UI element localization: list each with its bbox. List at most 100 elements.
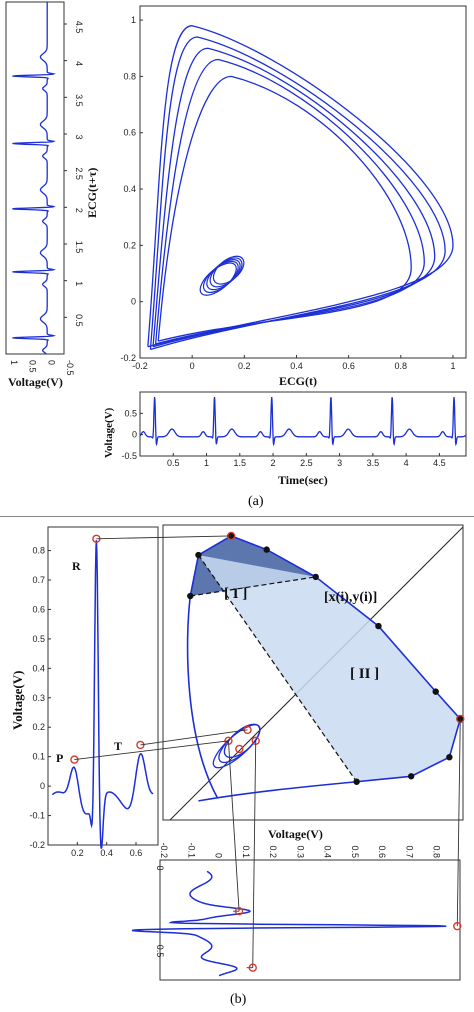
b-rot-top-tick-label: 0.8 — [432, 845, 442, 858]
a-left-ytick-label: 4 — [74, 61, 84, 66]
a-phase-inner-loop — [212, 255, 245, 285]
a-left-ytick-label: 2.5 — [74, 167, 84, 180]
a-left-ytick-label: 0.5 — [74, 314, 84, 327]
b-guide-lines — [74, 535, 461, 969]
a-phase-ytick-label: 0.8 — [123, 71, 136, 81]
a-bottom-xtick-label: 3.5 — [367, 458, 380, 468]
a-phase-loops — [147, 25, 454, 351]
a-phase-loop — [157, 75, 412, 342]
b-guide-line — [96, 535, 232, 540]
a-phase-loop — [152, 47, 436, 348]
b-phase-boundary-point — [432, 688, 439, 695]
b-beat-ticks: -0.2 -0.1 0 0.1 0.2 0.3 0.4 0.5 0.6 0.7 0.8 0.2 0.4 0… — [29, 546, 142, 858]
b-beat-ytick-label: 0.3 — [32, 693, 45, 703]
b-rot-marker — [248, 963, 257, 972]
b-beat-ytick-label: 0 — [40, 781, 45, 791]
b-beat-marker-T — [136, 740, 145, 750]
panel-a: 0.5 1 1.5 2 2.5 3 3.5 4 4.5 1 0.5 0 -0.5 Voltage(V)… — [5, 1, 467, 509]
b-beat-xtick-label: 0.6 — [130, 848, 143, 858]
b-beat-ytick-label: 0.1 — [32, 752, 45, 762]
a-bottom-xlabel: Time(sec) — [278, 473, 328, 487]
b-phase-frame — [162, 524, 464, 821]
b-left-ylabel: Voltage(V) — [10, 671, 25, 730]
b-beat-ytick-label: 0.6 — [32, 604, 45, 614]
region-I-label: [ I ] — [224, 586, 247, 602]
a-left-xtick-label: 1 — [9, 360, 19, 365]
wave-P-label: P — [56, 751, 63, 765]
b-rot-markers — [234, 907, 462, 972]
b-rot-top-tick-label: 0 — [214, 853, 224, 858]
a-bottom-ytick-label: 0.5 — [124, 408, 137, 418]
b-beat-ytick-label: 0.5 — [32, 634, 45, 644]
a-phase-ytick-label: -0.2 — [120, 353, 136, 363]
b-phase-loop-marker — [235, 744, 244, 754]
b-rot-top-tick-label: 0.1 — [241, 845, 251, 858]
b-dashed-chord-2 — [197, 554, 358, 783]
b-phase-boundary-point — [446, 753, 453, 761]
b-beat-ytick-label: 0.4 — [32, 663, 45, 673]
b-phase-boundary-point — [263, 546, 270, 553]
panel-divider — [0, 516, 474, 517]
wave-T-label: T — [114, 739, 122, 753]
b-phase-boundary-point — [312, 573, 319, 581]
a-left-yticks: 0.5 1 1.5 2 2.5 3 3.5 4 4.5 — [64, 21, 84, 327]
a-bottom-trace — [139, 397, 467, 447]
a-left-frame — [5, 1, 65, 355]
b-rot-frame — [159, 859, 461, 981]
b-guide-line — [74, 740, 229, 761]
a-bottom-xtick-label: 1.5 — [234, 458, 247, 468]
b-dashed-chord-1 — [190, 576, 316, 597]
a-phase-ytick-label: 0 — [131, 297, 136, 307]
b-rot-top-tick-label: 0.6 — [377, 845, 387, 858]
a-left-xlabel: Voltage(V) — [8, 375, 63, 389]
point-xy-label: [x(i),y(i)] — [324, 590, 377, 605]
b-guide-line — [140, 729, 248, 746]
caption-b: (b) — [230, 992, 247, 1007]
a-phase-xtick-label: 0 — [190, 361, 195, 371]
a-bottom-xtick-label: 4 — [404, 458, 409, 468]
wave-R-label: R — [72, 559, 81, 573]
a-left-strip: 0.5 1 1.5 2 2.5 3 3.5 4 4.5 1 0.5 0 -0.5 Voltage(V) — [5, 1, 84, 389]
b-rot-top-tick-label: 0.7 — [404, 845, 414, 858]
b-rot-marker — [234, 907, 244, 916]
a-bottom-ylabel: Voltage(V) — [103, 407, 115, 458]
b-rot-top-tick-label: 0.5 — [350, 845, 360, 858]
b-beat-xtick-label: 0.4 — [100, 848, 113, 858]
a-left-ytick-label: 1.5 — [74, 241, 84, 254]
a-bottom-xtick-label: 2.5 — [300, 458, 313, 468]
a-phase-ytick-label: 1 — [131, 15, 136, 25]
region-II-label: [ II ] — [350, 666, 379, 682]
b-beat-plot: -0.2 -0.1 0 0.1 0.2 0.3 0.4 0.5 0.6 0.7 0.8 0.2 0.4 0… — [10, 526, 159, 858]
b-beat-ytick-label: 0.7 — [32, 575, 45, 585]
a-bottom-ticks: 0.5 1 1.5 2 2.5 3 3.5 4 4.5 -0.5 0 0.5 — [121, 408, 445, 468]
a-bottom-ytick-label: 0 — [132, 430, 137, 440]
b-guide-line — [252, 740, 257, 968]
a-bottom-xtick-label: 4.5 — [433, 458, 446, 468]
b-beat-markers — [70, 534, 145, 764]
a-phase-loop — [155, 58, 425, 345]
a-phase-ytick-label: 0.4 — [123, 184, 136, 194]
a-phase-frame — [139, 5, 467, 359]
b-phase-boundary-point — [375, 622, 382, 630]
caption-a: (a) — [248, 494, 264, 509]
a-left-ytick-label: 3 — [74, 134, 84, 139]
a-phase-xtick-label: 0.4 — [290, 361, 303, 371]
a-phase-ytick-label: 0.2 — [123, 240, 136, 250]
a-left-xticks: 1 0.5 0 -0.5 — [9, 360, 75, 376]
b-right-xlabel: Voltage(V) — [268, 827, 323, 841]
b-rot-top-tick-label: 0.4 — [323, 845, 333, 858]
a-phase-ytick-label: 0.6 — [123, 128, 136, 138]
b-rot-top-tick-label: -0.1 — [186, 842, 196, 858]
b-rot-top-tick-label: 0.3 — [295, 845, 305, 858]
b-beat-ytick-label: 0.8 — [32, 546, 45, 556]
a-bottom-xtick-label: 0.5 — [167, 458, 180, 468]
a-phase-ticks: -0.2 0 0.2 0.4 0.6 0.8 1 -0.2 0 0.2 0.4 0.6 0.8 1 — [120, 15, 455, 371]
b-phase-small-loop — [223, 723, 261, 758]
b-rot-ytick-label: 0.5 — [155, 945, 165, 958]
b-phase-boundary-point — [195, 551, 202, 559]
b-phase-boundary-point — [407, 773, 415, 780]
a-bottom-xtick-label: 2 — [271, 458, 276, 468]
a-phase-xtick-label: 0.6 — [342, 361, 355, 371]
a-phase-xtick-label: 0.2 — [238, 361, 251, 371]
